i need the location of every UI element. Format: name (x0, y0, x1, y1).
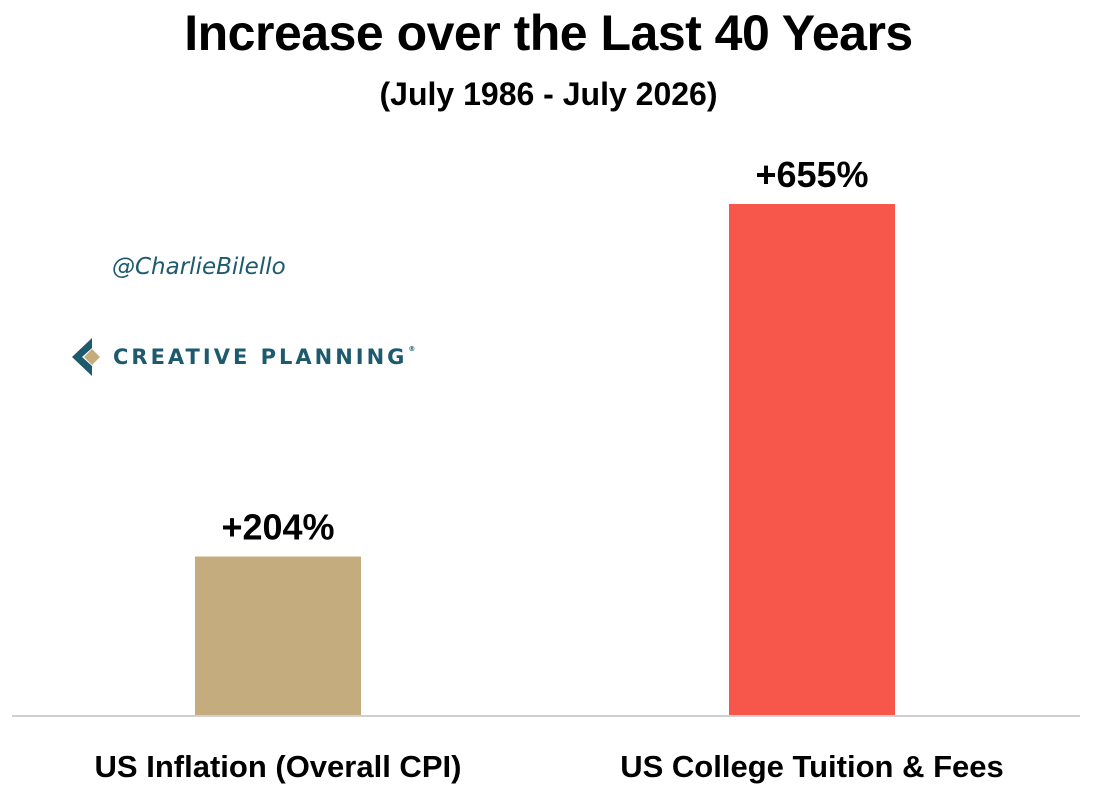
author-handle: @CharlieBilello (112, 254, 286, 280)
chart-title: Increase over the Last 40 Years (184, 5, 913, 61)
category-label-2: US College Tuition & Fees (620, 749, 1004, 784)
chart-subtitle: (July 1986 - July 2026) (379, 76, 718, 112)
data-label-2: +655% (755, 154, 868, 195)
bar-2 (729, 204, 895, 716)
bar-1 (195, 556, 361, 716)
creative-planning-logo-icon (72, 338, 100, 376)
brand-name: CREATIVE PLANNING® (113, 345, 416, 369)
bars-layer (195, 204, 895, 716)
data-label-1: +204% (221, 507, 334, 548)
brand-registered-mark: ® (408, 345, 416, 353)
labels-layer: +204% US Inflation (Overall CPI) +655% US C… (95, 154, 1004, 784)
category-label-1: US Inflation (Overall CPI) (95, 749, 462, 784)
brand-logo: CREATIVE PLANNING® (72, 337, 415, 377)
